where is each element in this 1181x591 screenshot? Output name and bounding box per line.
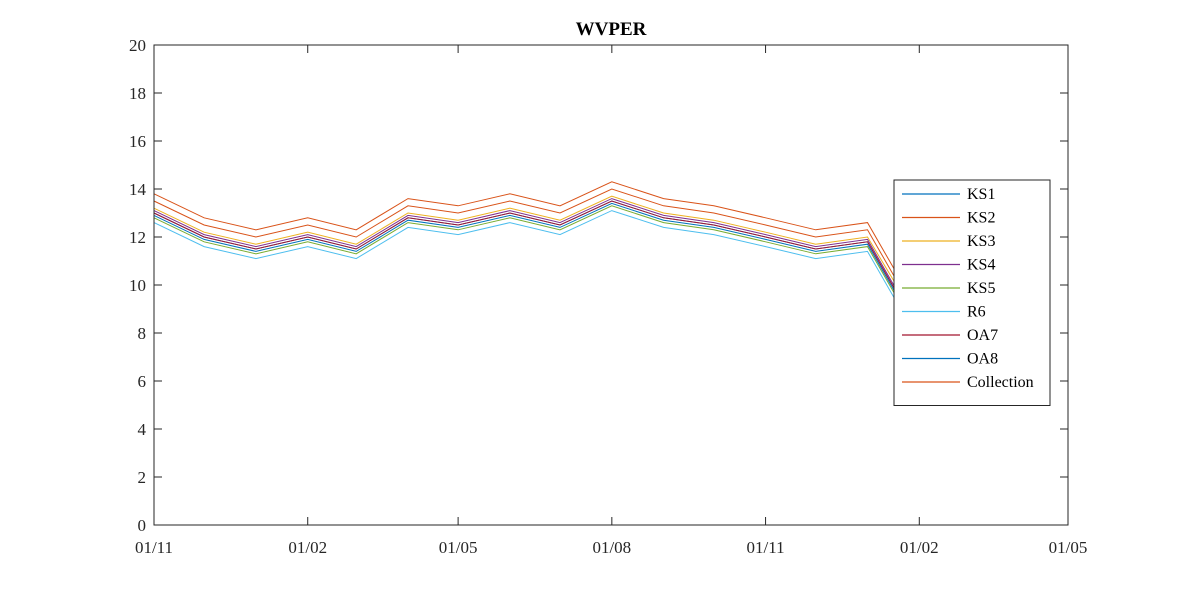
y-tick-label: 14: [129, 180, 147, 199]
x-tick-label: 01/11: [135, 538, 173, 557]
y-tick-label: 6: [138, 372, 147, 391]
series-line-ks5: [153, 205, 900, 303]
chart-title: WVPER: [576, 19, 647, 40]
series-line-collection: [153, 181, 900, 279]
y-tick-label: 20: [129, 36, 146, 55]
y-tick-label: 12: [129, 228, 146, 247]
y-tick-label: 10: [129, 276, 146, 295]
series-layer: [153, 181, 900, 307]
series-line-ks2: [153, 188, 900, 286]
y-tick-label: 8: [138, 324, 147, 343]
x-tick-label: 01/02: [900, 538, 939, 557]
legend-label-ks3: KS3: [967, 233, 995, 250]
legend: KS1 KS2 KS3 KS4 KS5 R6 OA7 OA8 Collection: [893, 179, 1051, 406]
series-line-ks4: [153, 198, 900, 295]
series-line-r6: [153, 210, 900, 307]
x-tick-label: 01/08: [592, 538, 631, 557]
legend-label-r6: R6: [967, 304, 986, 321]
legend-label-ks4: KS4: [967, 257, 995, 274]
legend-label-ks1: KS1: [967, 186, 995, 203]
legend-label-collection: Collection: [967, 374, 1034, 391]
y-tick-label: 2: [138, 468, 147, 487]
y-axis: 0 2 4 6 8 10 12 14 16 18 20: [129, 36, 1068, 535]
x-tick-label: 01/05: [439, 538, 478, 557]
y-tick-label: 0: [138, 516, 147, 535]
series-line-ks3: [153, 195, 900, 291]
x-tick-label: 01/02: [288, 538, 327, 557]
legend-label-oa7: OA7: [967, 327, 998, 344]
x-axis: 01/11 01/02 01/05 01/08 01/11 01/02 01/05: [135, 45, 1087, 557]
series-line-oa8: [153, 202, 900, 300]
y-tick-label: 18: [129, 84, 146, 103]
y-tick-label: 16: [129, 132, 146, 151]
y-tick-label: 4: [138, 420, 147, 439]
legend-label-ks2: KS2: [967, 210, 995, 227]
x-tick-label: 01/05: [1049, 538, 1088, 557]
series-line-oa7: [153, 200, 900, 298]
x-tick-label: 01/11: [747, 538, 785, 557]
legend-label-ks5: KS5: [967, 280, 995, 297]
legend-label-oa8: OA8: [967, 351, 998, 368]
